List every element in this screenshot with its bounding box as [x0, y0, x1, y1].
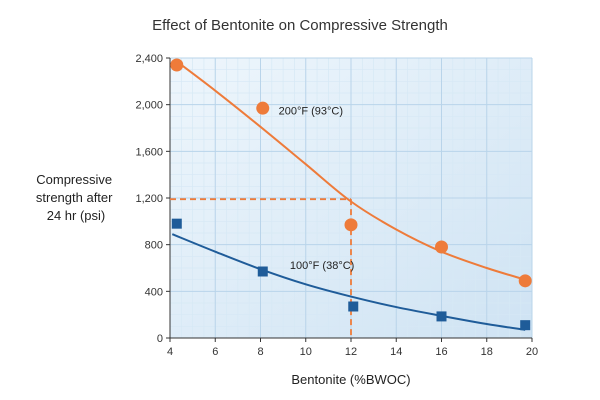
x-tick-label: 18	[481, 346, 493, 358]
y-axis-label-line-3: 24 hr (psi)	[47, 208, 106, 223]
labels: 200°F (93°C) 100°F (38°C)	[279, 106, 355, 273]
y-tick-label: 0	[157, 333, 163, 345]
y-axis-label: Compressive strength after 24 hr (psi)	[36, 172, 116, 223]
series	[170, 58, 532, 331]
data-point	[520, 320, 531, 331]
x-tick-label: 4	[167, 346, 173, 358]
data-point	[436, 311, 447, 322]
series-2	[171, 218, 531, 331]
series-1-label: 200°F (93°C)	[279, 106, 343, 118]
x-tick-label: 8	[257, 346, 263, 358]
y-tick-label: 400	[145, 286, 163, 298]
y-tick-label: 1,600	[135, 146, 163, 158]
x-tick-label: 16	[435, 346, 447, 358]
x-tick-label: 6	[212, 346, 218, 358]
x-tick-label: 20	[526, 346, 538, 358]
y-axis-label-line-2: strength after	[36, 190, 113, 205]
y-tick-label: 1,200	[135, 193, 163, 205]
data-point	[257, 266, 268, 277]
series-1-trend-line	[176, 60, 526, 281]
data-point	[348, 301, 359, 312]
x-tick-label: 10	[300, 346, 312, 358]
x-axis-label: Bentonite (%BWOC)	[291, 372, 410, 387]
series-2-label: 100°F (38°C)	[290, 260, 354, 272]
x-tick-label: 12	[345, 346, 357, 358]
data-point	[435, 240, 448, 254]
data-point	[171, 218, 182, 229]
data-point	[256, 101, 270, 115]
y-tick-label: 2,400	[135, 53, 163, 65]
y-tick-label: 800	[145, 240, 163, 252]
series-1	[170, 58, 532, 288]
axes: 4 6 8 10 12 14 16 18 20 0 400 800 1,200 1,600 2,000 2,4…	[135, 53, 538, 358]
y-axis-label-line-1: Compressive	[36, 172, 112, 187]
data-point	[344, 218, 358, 232]
data-point	[518, 274, 532, 288]
series-2-trend-line	[171, 233, 526, 331]
chart-title: Effect of Bentonite on Compressive Stren…	[152, 17, 448, 34]
y-tick-label: 2,000	[135, 100, 163, 112]
x-tick-label: 14	[390, 346, 402, 358]
data-point	[170, 58, 184, 72]
